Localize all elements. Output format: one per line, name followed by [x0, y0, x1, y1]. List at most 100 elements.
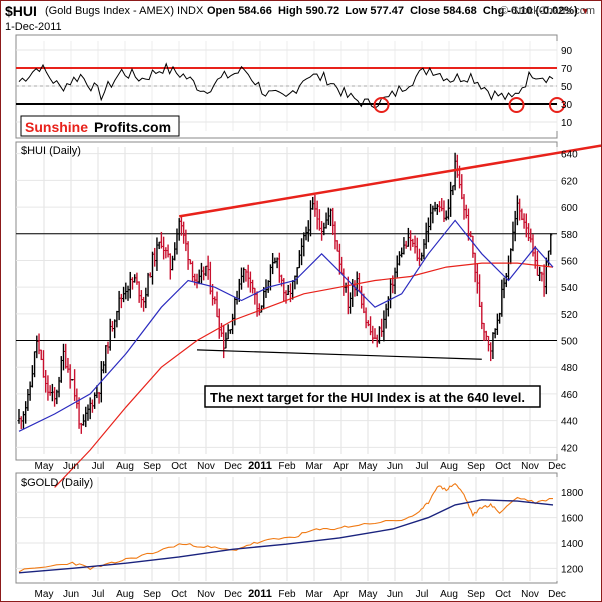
hui-x-tick-label: Nov	[521, 461, 539, 472]
gold-x-tick-label: Feb	[278, 589, 296, 600]
rsi-y-tick-label: 90	[561, 46, 573, 57]
gold-x-tick-label: Dec	[224, 589, 242, 600]
hui-x-tick-label: Jun	[387, 461, 403, 472]
gold-x-tick-label: Sep	[467, 589, 485, 600]
hui-x-tick-label: Feb	[278, 461, 296, 472]
axis-labels: May May Jun Jun Jul Jul Aug Aug Sep Sep Oct Oct Nov N…	[35, 46, 584, 600]
gold-x-tick-label: Oct	[495, 589, 511, 600]
hui-y-tick-label: 420	[561, 443, 578, 454]
gold-x-tick-label: Nov	[197, 589, 215, 600]
hui-y-tick-label: 620	[561, 176, 578, 187]
hui-x-tick-label: Sep	[467, 461, 485, 472]
hui-panel-title: $HUI (Daily)	[21, 145, 81, 157]
gold-x-tick-label: Aug	[116, 589, 134, 600]
sunshine-profits-logo: Sunshine Profits.com	[20, 115, 180, 137]
hui-plot	[16, 144, 601, 488]
hui-x-tick-label: Nov	[197, 461, 215, 472]
hui-x-tick-label: Dec	[548, 461, 566, 472]
logo-part2: Profits.com	[94, 119, 171, 135]
hui-x-tick-label: Jul	[92, 461, 105, 472]
hui-y-tick-label: 580	[561, 230, 578, 241]
rsi-line	[18, 62, 554, 109]
high-label: High	[277, 5, 303, 17]
rsi-plot	[16, 62, 565, 113]
gold-y-tick-label: 1800	[561, 488, 584, 499]
open-value: 584.66	[238, 5, 272, 17]
gold-x-tick-label: Nov	[521, 589, 539, 600]
hui-y-tick-label: 460	[561, 390, 578, 401]
rsi-y-tick-label: 50	[561, 82, 573, 93]
gold-price-line	[18, 483, 553, 573]
close-value: 584.68	[443, 5, 477, 17]
rsi-y-tick-label: 30	[561, 100, 573, 111]
support-trend-line	[196, 349, 482, 360]
low-value: 577.47	[370, 5, 404, 17]
target-annotation: The next target for the HUI Index is at …	[204, 385, 541, 408]
hui-y-tick-label: 540	[561, 283, 578, 294]
gold-x-tick-label: Jun	[387, 589, 403, 600]
low-label: Low	[345, 5, 368, 17]
hui-x-tick-label: Oct	[171, 461, 187, 472]
rsi-y-tick-label: 70	[561, 64, 573, 75]
hui-x-tick-label: Dec	[224, 461, 242, 472]
hui-short-moving-average	[18, 219, 554, 432]
open-label: Open	[207, 5, 236, 17]
hui-x-tick-label: Aug	[116, 461, 134, 472]
rsi-oversold-marker	[549, 97, 565, 113]
gold-x-tick-label: May	[359, 589, 378, 600]
hui-y-tick-label: 520	[561, 310, 578, 321]
down-arrow-icon: ▼	[580, 6, 590, 16]
hui-x-tick-label: Aug	[440, 461, 458, 472]
chg-label: Chg	[482, 5, 505, 17]
hui-x-tick-label: May	[359, 461, 378, 472]
gold-x-tick-label: Mar	[305, 589, 323, 600]
gold-y-tick-label: 1200	[561, 564, 584, 575]
resistance-trend-line	[178, 144, 601, 218]
rsi-oversold-marker	[373, 97, 390, 113]
gold-panel-title: $GOLD (Daily)	[21, 477, 93, 489]
stockcharts-credit[interactable]: © StockCharts.com	[500, 5, 595, 17]
hui-y-tick-label: 500	[561, 337, 578, 348]
rsi-y-tick-label: 10	[561, 118, 573, 129]
hui-x-tick-label: Sep	[143, 461, 161, 472]
hui-x-tick-label: Oct	[495, 461, 511, 472]
index-name: (Gold Bugs Index - AMEX) INDX	[45, 5, 204, 17]
gold-x-tick-label: Oct	[171, 589, 187, 600]
gold-y-tick-label: 1600	[561, 514, 584, 525]
quote-bar: Open 584.66 High 590.72 Low 577.47 Close…	[207, 5, 590, 17]
hui-y-tick-label: 560	[561, 256, 578, 267]
gold-x-tick-label: Jul	[92, 589, 105, 600]
date-label: 1-Dec-2011	[5, 21, 62, 33]
gold-x-tick-label: Dec	[548, 589, 566, 600]
gold-x-tick-label: Apr	[333, 589, 349, 600]
gold-x-tick-label: Jul	[416, 589, 429, 600]
gold-y-tick-label: 1400	[561, 539, 584, 550]
gold-plot	[18, 483, 554, 574]
close-label: Close	[410, 5, 441, 17]
hui-x-tick-label: Mar	[305, 461, 323, 472]
hui-y-tick-label: 600	[561, 203, 578, 214]
annotation-text: The next target for the HUI Index is at …	[210, 390, 525, 405]
hui-x-tick-label: May	[35, 461, 54, 472]
hui-x-tick-label: 2011	[248, 460, 272, 472]
hui-y-tick-label: 440	[561, 417, 578, 428]
gold-x-tick-label: 2011	[248, 588, 272, 600]
gold-x-tick-label: Jun	[63, 589, 79, 600]
hui-y-tick-label: 640	[561, 150, 578, 161]
logo-part1: Sunshine	[25, 119, 88, 135]
gold-x-tick-label: May	[35, 589, 54, 600]
gold-x-tick-label: Aug	[440, 589, 458, 600]
symbol-label: $HUI	[5, 3, 37, 19]
hui-long-moving-average	[54, 262, 554, 488]
hui-x-tick-label: Jun	[63, 461, 79, 472]
hui-x-tick-label: Apr	[333, 461, 349, 472]
chg-value: -0.10 (-0.02%)	[507, 5, 578, 17]
high-value: 590.72	[305, 5, 340, 17]
gold-moving-average	[18, 499, 554, 574]
gold-x-tick-label: Sep	[143, 589, 161, 600]
hui-y-tick-label: 480	[561, 363, 578, 374]
rsi-oversold-marker	[508, 97, 525, 113]
hui-x-tick-label: Jul	[416, 461, 429, 472]
